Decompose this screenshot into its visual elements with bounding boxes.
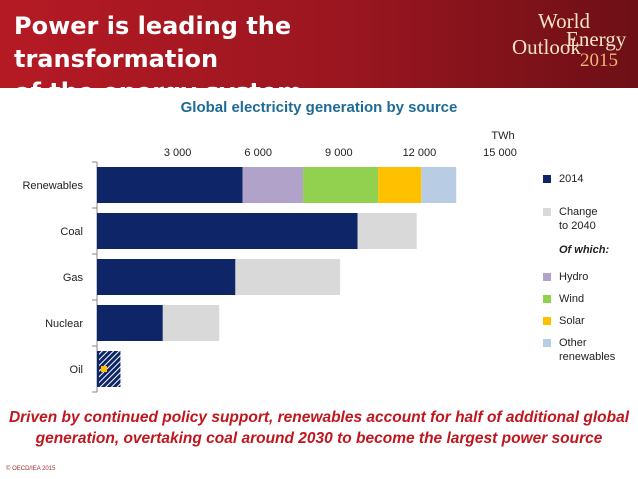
bar-segment-other-renewables	[421, 167, 457, 203]
weo-logo: World Energy Outlook 2015	[512, 10, 630, 74]
bar-segment-2014	[97, 167, 243, 203]
bar-segment-2014	[97, 305, 163, 341]
legend-label: Wind	[559, 293, 585, 305]
legend-swatch	[543, 295, 551, 303]
legend-swatch	[543, 175, 551, 183]
logo-year: 2015	[580, 50, 618, 71]
legend-label: 2014	[559, 173, 584, 185]
bar-segment-hydro	[242, 167, 304, 203]
header-banner: Power is leading the transformation of t…	[0, 0, 638, 106]
legend-subhead: Of which:	[559, 244, 610, 256]
slide-title: Power is leading the transformation of t…	[14, 12, 303, 106]
x-tick-label: 9 000	[325, 147, 353, 159]
logo-outlook: Outlook	[512, 35, 581, 59]
bar-segment-2014	[97, 213, 358, 249]
bar-segment-change-to-2040	[357, 213, 417, 249]
oil-decline-hatch	[99, 351, 121, 387]
x-tick-label: 6 000	[244, 147, 272, 159]
legend-label: Solar	[559, 315, 585, 327]
chart-title: Global electricity generation by source	[180, 99, 458, 116]
bar-segment-2014	[97, 259, 236, 295]
legend-label: Other renewables	[559, 337, 616, 363]
x-tick-label: 12 000	[403, 147, 437, 159]
logo-energy: Energy	[566, 27, 627, 51]
category-label: Coal	[60, 226, 83, 238]
legend-swatch	[543, 339, 551, 347]
bar-segment-solar	[378, 167, 422, 203]
bar-segment-change-to-2040	[162, 305, 220, 341]
category-label: Oil	[70, 364, 83, 376]
legend-swatch	[543, 317, 551, 325]
oil-decline-marker	[101, 366, 107, 372]
legend-label: Hydro	[559, 271, 589, 283]
category-label: Gas	[63, 272, 84, 284]
legend-swatch	[543, 208, 551, 216]
unit-label: TWh	[491, 130, 515, 142]
logo-world: World	[538, 9, 590, 33]
category-label: Nuclear	[45, 318, 83, 330]
bar-segment-wind	[303, 167, 379, 203]
bar-segment-change-to-2040	[235, 259, 341, 295]
caption: Driven by continued policy support, rene…	[8, 409, 630, 447]
category-label: Renewables	[22, 180, 83, 192]
x-tick-label: 3 000	[164, 147, 192, 159]
x-tick-label: 15 000	[483, 147, 517, 159]
copyright: © OECD/IEA 2015	[6, 466, 56, 472]
legend-swatch	[543, 273, 551, 281]
legend-label: Change to 2040	[559, 206, 598, 232]
